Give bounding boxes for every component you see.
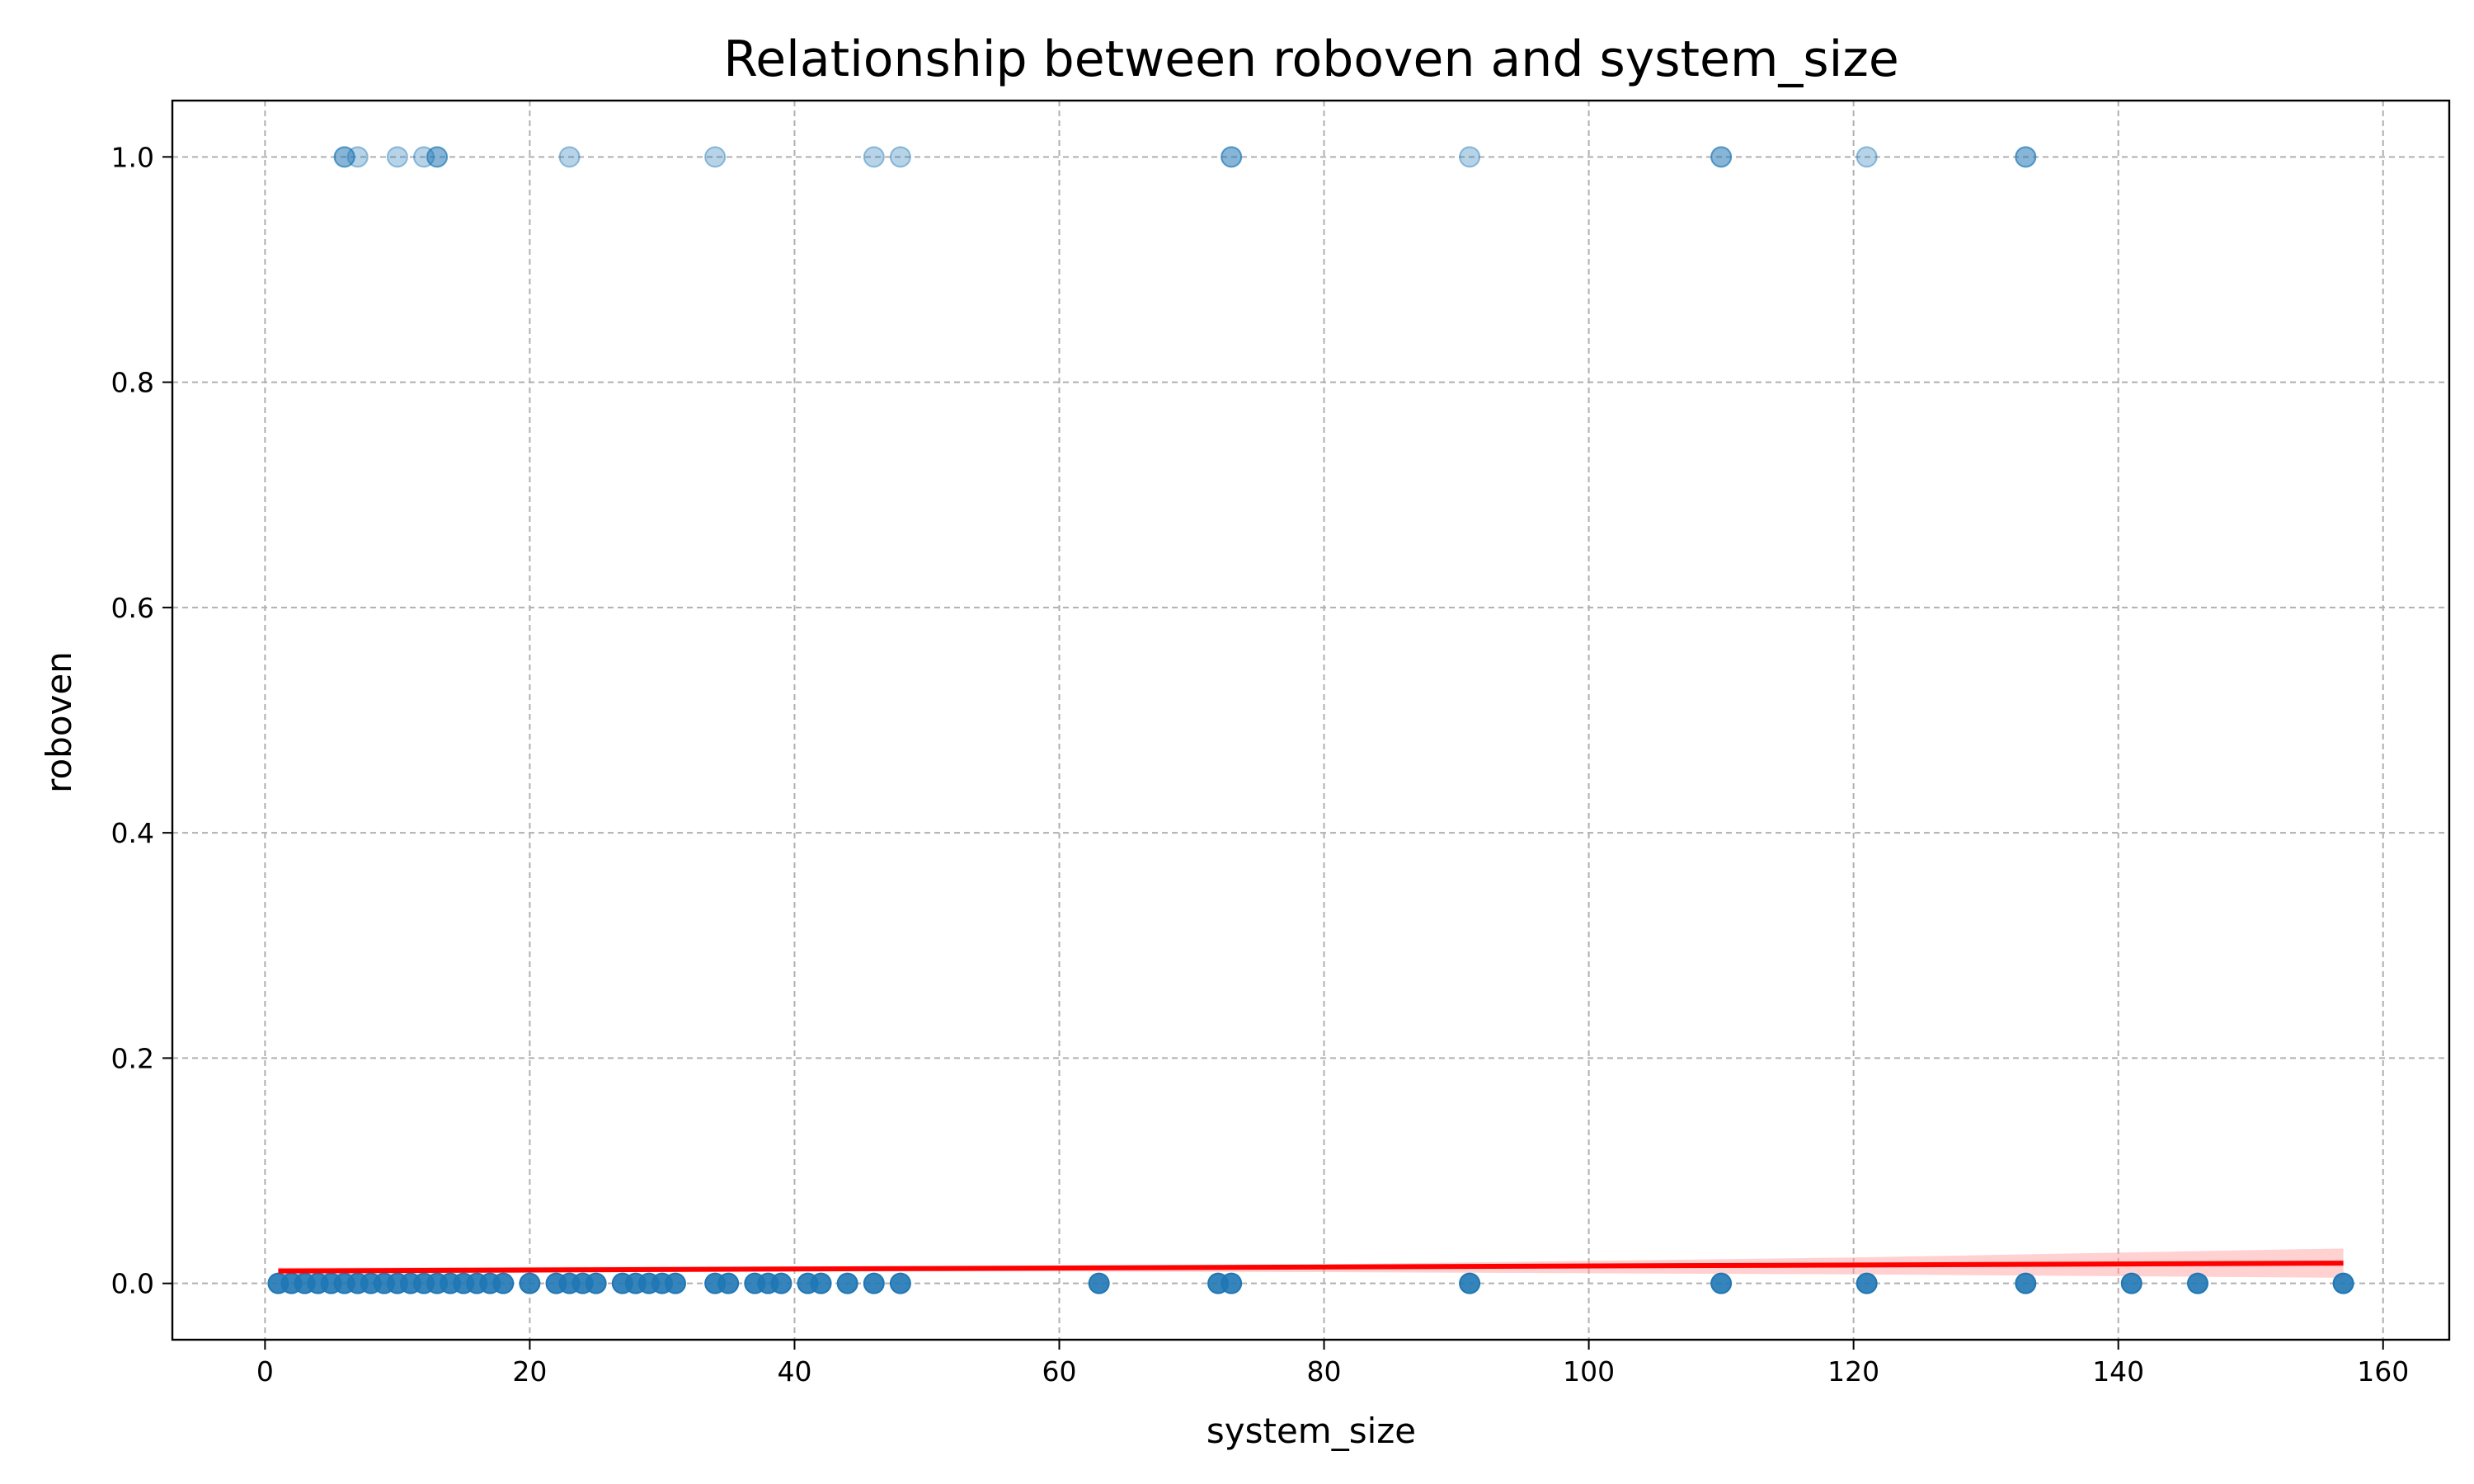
data-point xyxy=(2187,1272,2209,1294)
data-point xyxy=(346,146,369,168)
x-axis-label: system_size xyxy=(1206,1411,1416,1451)
data-point xyxy=(2120,1272,2142,1294)
data-point xyxy=(2015,146,2037,168)
x-tick-label: 120 xyxy=(1827,1355,1879,1388)
y-tick-label: 1.0 xyxy=(111,141,154,173)
data-point xyxy=(1710,146,1733,168)
x-tick-label: 20 xyxy=(512,1355,547,1388)
data-point xyxy=(492,1272,515,1294)
data-point xyxy=(1221,146,1243,168)
data-point xyxy=(558,146,581,168)
data-point xyxy=(863,146,885,168)
data-point xyxy=(519,1272,541,1294)
data-point xyxy=(2015,146,2037,168)
data-point xyxy=(333,146,355,168)
data-point xyxy=(333,146,355,168)
data-point xyxy=(1710,1272,1733,1294)
data-point xyxy=(386,146,408,168)
data-point xyxy=(664,1272,686,1294)
data-point xyxy=(836,1272,858,1294)
y-tick-label: 0.4 xyxy=(111,817,154,849)
data-point xyxy=(426,146,449,168)
data-point xyxy=(2015,1272,2037,1294)
grid-layer xyxy=(172,101,2449,1340)
data-point xyxy=(1710,146,1733,168)
data-point xyxy=(717,1272,740,1294)
data-point xyxy=(412,146,435,168)
data-point xyxy=(704,146,727,168)
y-tick-label: 0.0 xyxy=(111,1268,154,1300)
x-tick-label: 0 xyxy=(256,1355,274,1388)
points-layer xyxy=(267,146,2354,1294)
y-tick-label: 0.6 xyxy=(111,592,154,624)
x-tick-label: 80 xyxy=(1307,1355,1342,1388)
data-point xyxy=(1459,1272,1481,1294)
x-tick-label: 160 xyxy=(2357,1355,2409,1388)
x-tick-label: 140 xyxy=(2092,1355,2144,1388)
data-point xyxy=(1221,1272,1243,1294)
data-point xyxy=(770,1272,793,1294)
data-point xyxy=(1459,146,1481,168)
x-tick-label: 100 xyxy=(1563,1355,1615,1388)
data-point xyxy=(889,1272,911,1294)
data-point xyxy=(585,1272,607,1294)
plot-frame xyxy=(171,99,2451,1341)
data-point xyxy=(1856,146,1878,168)
data-point xyxy=(426,146,449,168)
x-tick-label: 60 xyxy=(1042,1355,1077,1388)
y-tick-label: 0.8 xyxy=(111,367,154,399)
data-point xyxy=(1221,146,1243,168)
y-axis-label: roboven xyxy=(39,651,79,793)
data-point xyxy=(810,1272,832,1294)
data-point xyxy=(889,146,911,168)
y-tick-label: 0.2 xyxy=(111,1042,154,1074)
axes-layer: 0 20 40 60 80 100 120 140 160 0.0 0.2 0.4 0.6 0.8 1.0 xyxy=(111,99,2451,1388)
data-point xyxy=(2332,1272,2354,1294)
data-point xyxy=(863,1272,885,1294)
regression-line-layer xyxy=(278,1261,2344,1274)
x-tick-label: 40 xyxy=(777,1355,811,1388)
chart-title: Relationship between roboven and system_… xyxy=(723,31,1899,88)
regression-line xyxy=(278,1261,2344,1274)
data-point xyxy=(1856,1272,1878,1294)
data-point xyxy=(1088,1272,1110,1294)
